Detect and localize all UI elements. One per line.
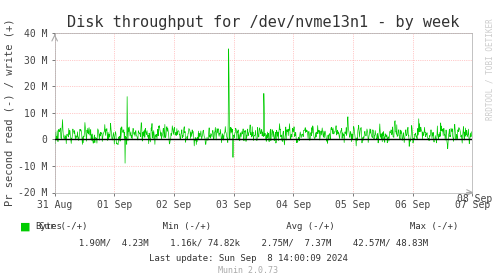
Text: Bytes: Bytes	[35, 222, 62, 231]
Text: Cur (-/+)              Min (-/+)              Avg (-/+)              Max (-/+): Cur (-/+) Min (-/+) Avg (-/+) Max (-/+)	[39, 222, 458, 231]
Text: Last update: Sun Sep  8 14:00:09 2024: Last update: Sun Sep 8 14:00:09 2024	[149, 254, 348, 263]
Title: Disk throughput for /dev/nvme13n1 - by week: Disk throughput for /dev/nvme13n1 - by w…	[67, 15, 460, 31]
Text: RRDTOOL / TOBI OETIKER: RRDTOOL / TOBI OETIKER	[486, 18, 495, 120]
Text: 1.90M/  4.23M    1.16k/ 74.82k    2.75M/  7.37M    42.57M/ 48.83M: 1.90M/ 4.23M 1.16k/ 74.82k 2.75M/ 7.37M …	[69, 239, 428, 248]
Text: Munin 2.0.73: Munin 2.0.73	[219, 266, 278, 275]
Text: ■: ■	[20, 222, 30, 232]
Y-axis label: Pr second read (-) / write (+): Pr second read (-) / write (+)	[5, 19, 15, 207]
Text: 08 Sep: 08 Sep	[457, 194, 492, 204]
